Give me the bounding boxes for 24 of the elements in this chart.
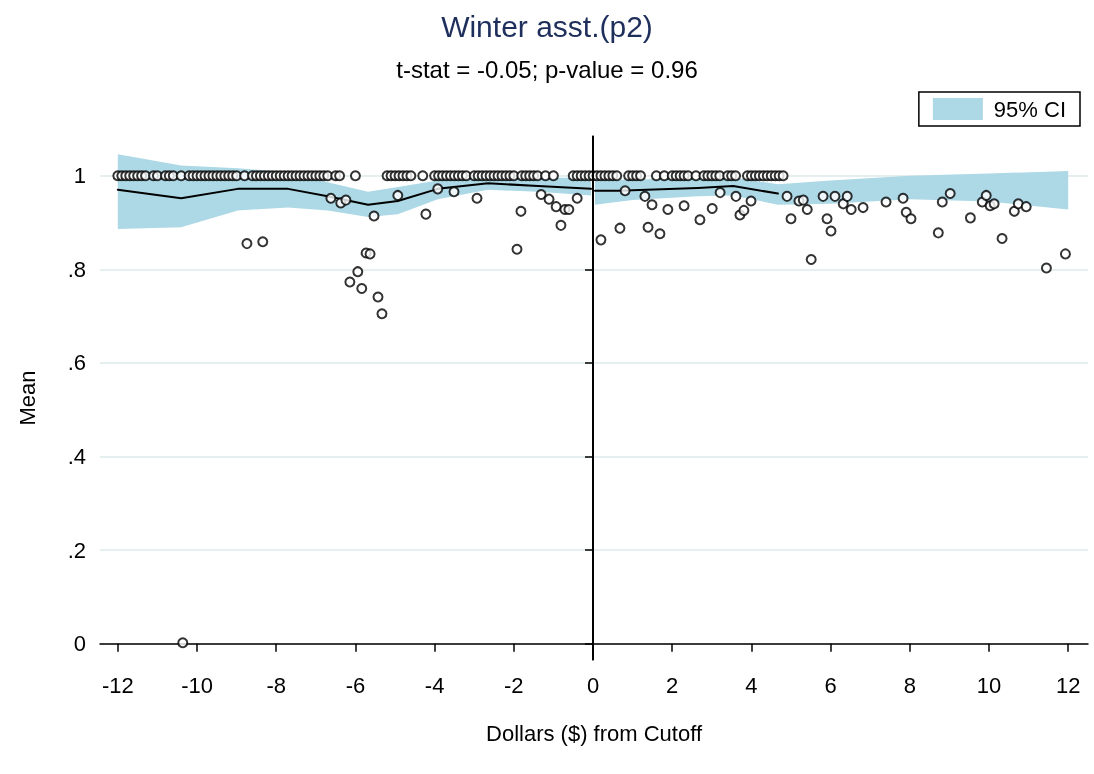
x-tick-label: -10 [181,672,213,698]
x-tick-label: 6 [824,672,837,698]
y-tick-label: .6 [67,350,86,376]
x-tick-label: 2 [666,672,679,698]
x-tick-label: -2 [504,672,524,698]
x-tick-label: 0 [586,672,600,698]
x-tick-label: -8 [266,672,286,698]
y-tick-label: 1 [73,163,86,189]
y-tick-label: .4 [67,443,86,469]
y-tick-label: .2 [67,537,86,563]
y-axis-title: Mean [14,370,40,426]
x-tick-label: 8 [903,672,916,698]
x-tick-label: 12 [1055,672,1081,698]
x-tick-label: 4 [745,672,758,698]
y-tick-label: .8 [67,256,86,282]
x-tick-label: 10 [976,672,1002,698]
chart-title: Winter asst.(p2) [441,9,653,43]
legend-label: 95% CI [993,96,1067,122]
x-tick-label: -6 [345,672,366,698]
x-axis-title: Dollars ($) from Cutoff [486,720,703,746]
y-tick-label: 0 [73,631,86,657]
x-tick-label: -12 [101,672,134,698]
x-tick-label: -4 [424,672,445,698]
chart-subtitle: t-stat = -0.05; p-value = 0.96 [396,55,698,83]
